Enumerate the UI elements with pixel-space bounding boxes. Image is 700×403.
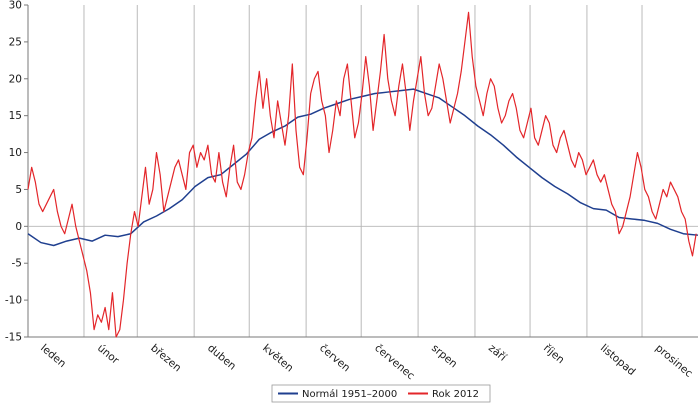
legend-label: Rok 2012 bbox=[432, 389, 479, 400]
month-label: říjen bbox=[541, 342, 567, 366]
month-label: srpen bbox=[429, 342, 459, 370]
month-label: únor bbox=[95, 342, 122, 367]
y-tick-label: 0 bbox=[15, 221, 22, 233]
month-label: březen bbox=[148, 342, 183, 374]
month-label: leden bbox=[38, 342, 68, 370]
y-tick-label: 25 bbox=[9, 36, 22, 48]
x-axis-month-labels: leden únor březen duben květen červen červenec… bbox=[38, 342, 695, 382]
month-label: září bbox=[486, 342, 509, 364]
y-tick-label: 15 bbox=[9, 110, 22, 122]
month-gridlines bbox=[83, 5, 643, 337]
series-lines bbox=[27, 11, 699, 338]
axes bbox=[27, 5, 698, 338]
y-tick-label: -10 bbox=[5, 295, 22, 307]
month-label: červenec bbox=[372, 342, 417, 382]
month-label: prosinec bbox=[653, 342, 695, 380]
y-tick-label: 10 bbox=[9, 147, 22, 159]
month-label: listopad bbox=[598, 342, 638, 378]
y-tick-label: -15 bbox=[5, 332, 22, 344]
y-axis-ticks: -15 -10 -5 0 5 10 15 20 25 30 bbox=[5, 0, 28, 344]
y-tick-label: 30 bbox=[9, 0, 22, 12]
series-line-normal bbox=[27, 88, 699, 247]
month-label: květen bbox=[260, 342, 295, 374]
y-tick-label: 20 bbox=[9, 73, 22, 85]
legend-box bbox=[271, 384, 491, 403]
legend: Normál 1951–2000 Rok 2012 bbox=[271, 384, 491, 403]
month-label: duben bbox=[205, 342, 238, 372]
month-label: červen bbox=[317, 342, 352, 374]
y-tick-label: 5 bbox=[15, 184, 22, 196]
y-tick-label: -5 bbox=[12, 258, 22, 270]
legend-label: Normál 1951–2000 bbox=[302, 388, 397, 400]
series-line-2012 bbox=[27, 11, 697, 338]
